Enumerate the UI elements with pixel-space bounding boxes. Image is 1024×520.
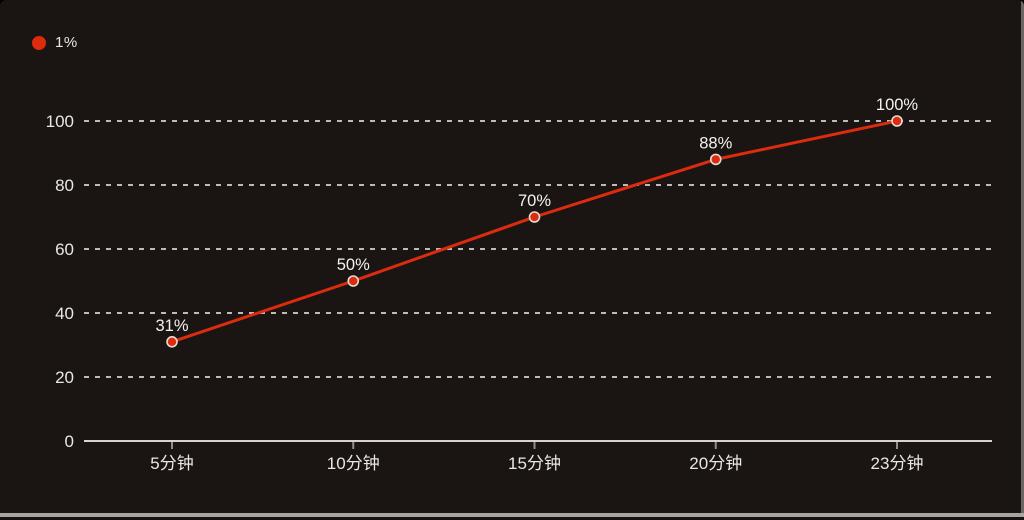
data-point-label: 88% — [699, 134, 732, 152]
window-right-edge — [1021, 0, 1024, 514]
y-axis-tick-label: 40 — [55, 304, 74, 323]
data-point-label: 50% — [337, 256, 370, 274]
data-point-marker[interactable] — [166, 335, 178, 348]
x-axis-tick-label: 10分钟 — [327, 454, 380, 473]
y-axis-tick-label: 20 — [55, 368, 74, 387]
legend-series-dot-icon — [32, 35, 46, 50]
x-axis-tick-label: 5分钟 — [150, 454, 193, 473]
y-axis-tick-label: 80 — [55, 176, 74, 195]
data-point-label: 100% — [876, 96, 919, 114]
series-line — [170, 119, 899, 344]
window-bottom-edge — [0, 513, 1024, 517]
x-axis-tick-label: 20分钟 — [689, 454, 742, 473]
data-point-label: 31% — [155, 317, 188, 335]
data-point-marker[interactable] — [528, 211, 541, 223]
y-axis-tick-label: 60 — [55, 240, 74, 259]
data-point-marker[interactable] — [891, 115, 903, 127]
legend[interactable]: 1% — [32, 34, 78, 51]
y-axis-tick-label: 0 — [65, 432, 74, 451]
data-point-marker[interactable] — [347, 275, 360, 287]
data-point-label: 70% — [518, 192, 551, 210]
x-axis-tick-label: 23分钟 — [871, 454, 924, 473]
y-axis-tick-label: 100 — [46, 112, 74, 131]
data-point-marker[interactable] — [709, 153, 722, 166]
legend-label: 1% — [55, 34, 78, 51]
window-bottom-shadow — [0, 517, 1024, 520]
x-axis-tick-label: 15分钟 — [508, 454, 561, 473]
